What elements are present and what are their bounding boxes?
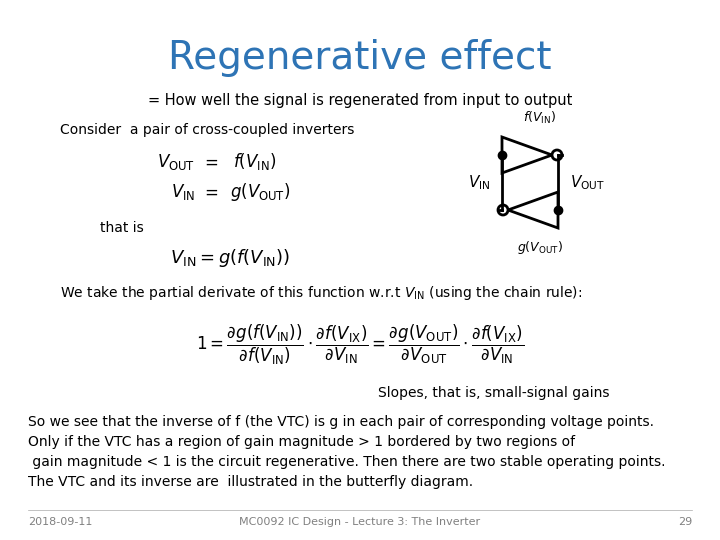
Text: 29: 29 bbox=[678, 517, 692, 527]
Text: $f(V_{\mathrm{IN}})$: $f(V_{\mathrm{IN}})$ bbox=[233, 152, 276, 172]
Text: Slopes, that is, small-signal gains: Slopes, that is, small-signal gains bbox=[379, 386, 610, 400]
Text: = How well the signal is regenerated from input to output: = How well the signal is regenerated fro… bbox=[148, 92, 572, 107]
Text: MC0092 IC Design - Lecture 3: The Inverter: MC0092 IC Design - Lecture 3: The Invert… bbox=[240, 517, 480, 527]
Text: $g(V_{\mathrm{OUT}})$: $g(V_{\mathrm{OUT}})$ bbox=[517, 240, 563, 256]
Text: $V_{\mathrm{OUT}}$: $V_{\mathrm{OUT}}$ bbox=[570, 174, 605, 192]
Text: $V_{\mathrm{IN}} = g(f(V_{\mathrm{IN}}))$: $V_{\mathrm{IN}} = g(f(V_{\mathrm{IN}}))… bbox=[170, 247, 290, 269]
Text: $V_{\mathrm{IN}}$: $V_{\mathrm{IN}}$ bbox=[467, 174, 490, 192]
Text: Regenerative effect: Regenerative effect bbox=[168, 39, 552, 77]
Text: 2018-09-11: 2018-09-11 bbox=[28, 517, 92, 527]
Text: $f(V_{\mathrm{IN}})$: $f(V_{\mathrm{IN}})$ bbox=[523, 110, 557, 126]
Text: $V_{\mathrm{OUT}}$: $V_{\mathrm{OUT}}$ bbox=[157, 152, 195, 172]
Text: $g(V_{\mathrm{OUT}})$: $g(V_{\mathrm{OUT}})$ bbox=[230, 181, 290, 203]
Text: So we see that the inverse of f (the VTC) is g in each pair of corresponding vol: So we see that the inverse of f (the VTC… bbox=[28, 415, 665, 489]
Text: We take the partial derivate of this function w.r.t $V_{\mathrm{IN}}$ (using the: We take the partial derivate of this fun… bbox=[60, 284, 582, 302]
Text: $V_{\mathrm{IN}}$: $V_{\mathrm{IN}}$ bbox=[171, 182, 195, 202]
Text: $1 = \dfrac{\partial g(f(V_{\mathrm{IN}}))}{\partial f(V_{\mathrm{IN}})} \cdot \: $1 = \dfrac{\partial g(f(V_{\mathrm{IN}}… bbox=[196, 323, 524, 367]
Text: $=$: $=$ bbox=[202, 183, 219, 201]
Text: $=$: $=$ bbox=[202, 153, 219, 171]
Text: that is: that is bbox=[100, 221, 144, 235]
Text: Consider  a pair of cross-coupled inverters: Consider a pair of cross-coupled inverte… bbox=[60, 123, 354, 137]
